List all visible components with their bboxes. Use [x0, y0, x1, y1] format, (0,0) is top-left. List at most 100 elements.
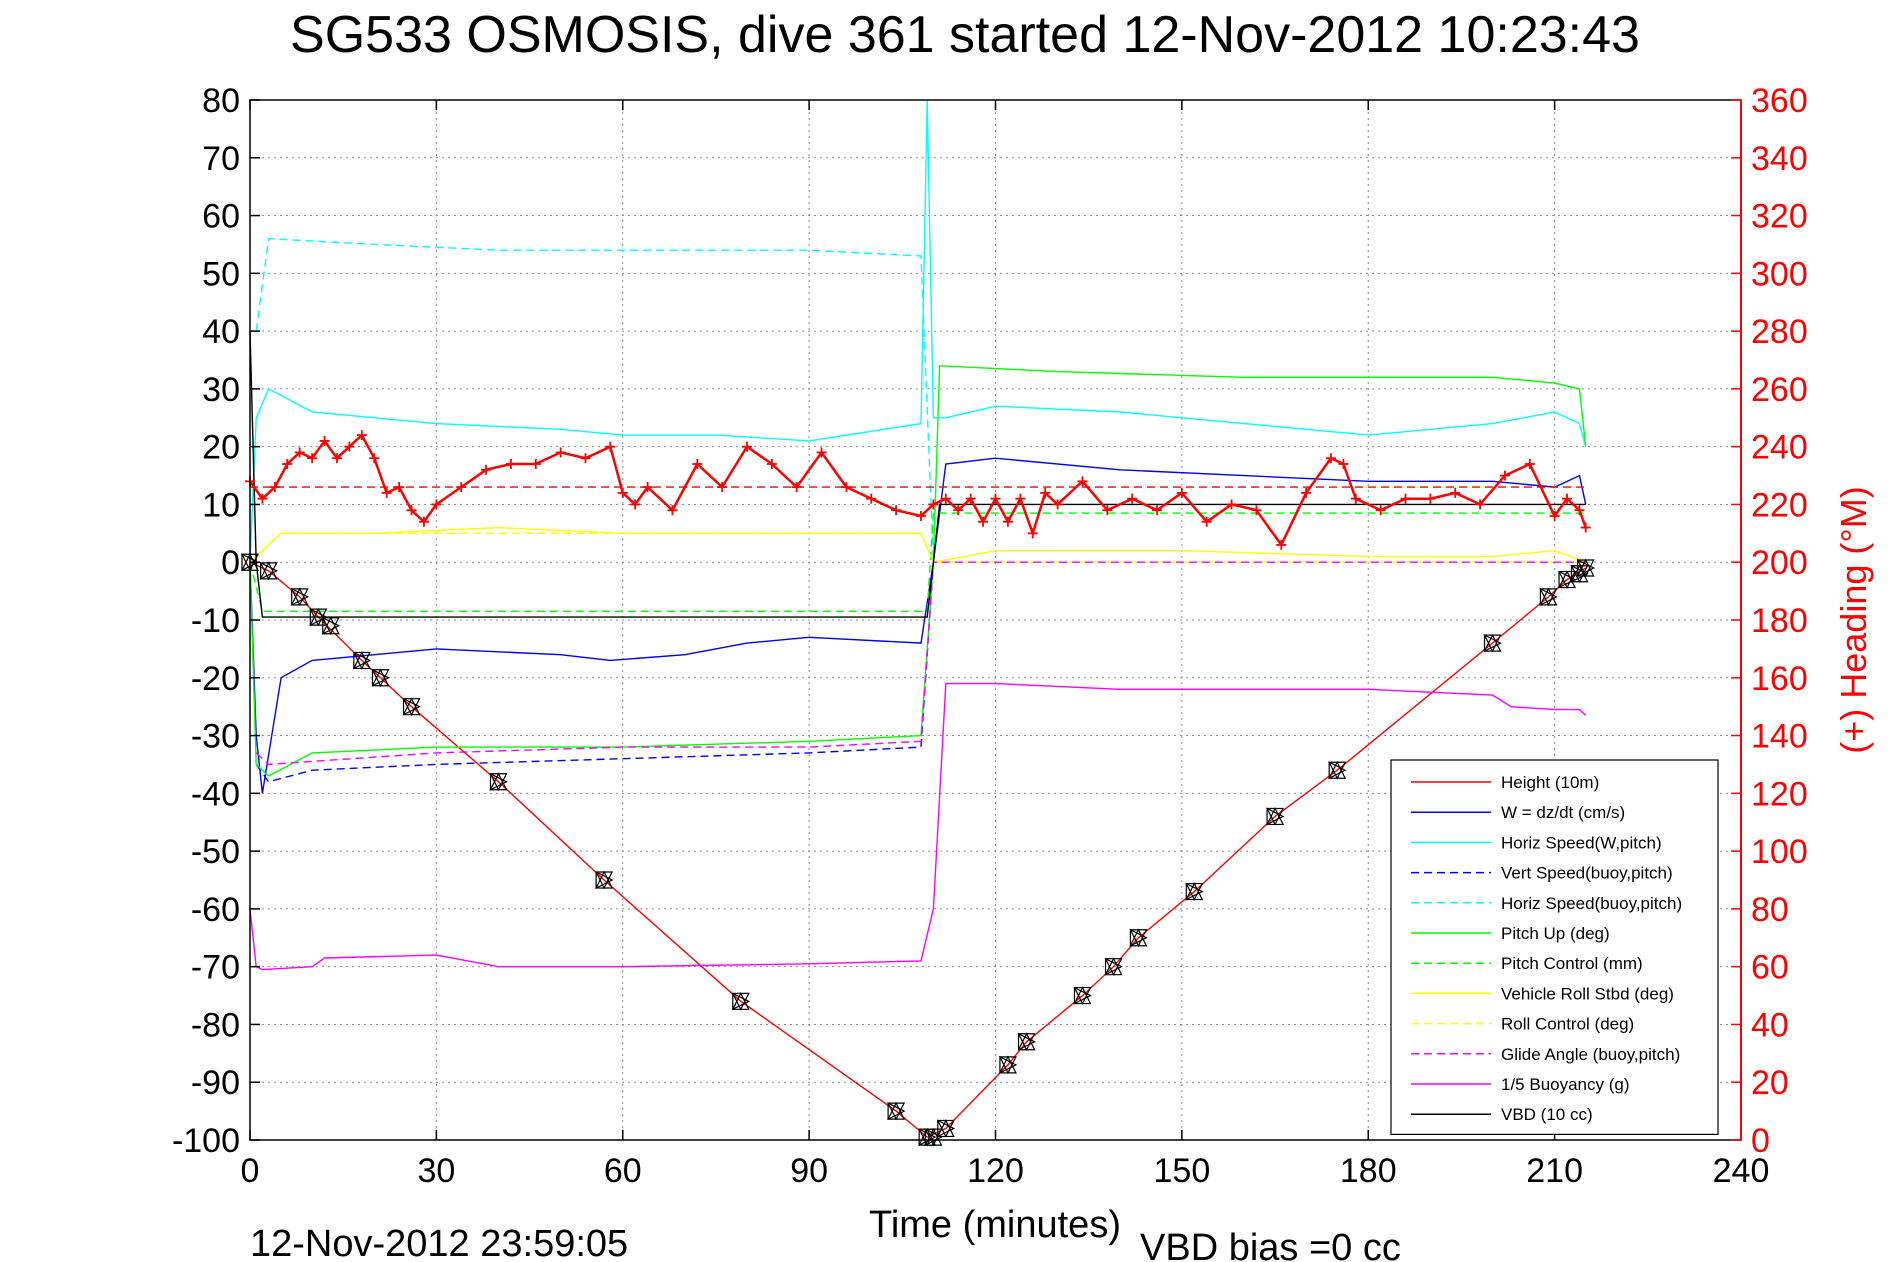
height-marker: [1483, 633, 1502, 653]
legend-label: Pitch Up (deg): [1501, 924, 1610, 943]
heading-point: [1375, 505, 1386, 516]
legend-entry: Pitch Control (mm): [1411, 954, 1643, 973]
y2-axis-label: (+) Heading (°M): [1833, 486, 1874, 753]
y-tick-label: -80: [191, 1006, 240, 1044]
heading-point: [990, 493, 1001, 504]
heading-point: [692, 459, 703, 469]
heading-point: [505, 459, 516, 469]
height-marker: [489, 772, 508, 792]
heading-point: [1077, 476, 1088, 487]
heading-point: [965, 493, 976, 504]
legend-entry: Vert Speed(buoy,pitch): [1411, 864, 1673, 883]
y2-tick-label: 340: [1751, 140, 1808, 178]
y-tick-label: -100: [172, 1122, 240, 1160]
heading-point: [1400, 493, 1411, 504]
y-tick-label: 40: [202, 313, 240, 351]
y2-tick-label: 40: [1751, 1006, 1789, 1044]
heading-point: [1325, 453, 1336, 464]
y2-tick-label: 280: [1751, 313, 1808, 351]
y-tick-label: 0: [221, 544, 240, 582]
height-marker: [1539, 587, 1558, 607]
height-marker: [402, 697, 421, 717]
heading-point: [381, 487, 392, 498]
heading-point: [841, 482, 852, 493]
heading-point: [1580, 522, 1591, 533]
y-tick-label: -90: [191, 1064, 240, 1102]
heading-line: [248, 433, 1587, 548]
y-tick-label: -40: [191, 775, 240, 813]
x-tick-label: 240: [1713, 1152, 1770, 1190]
heading-point: [667, 505, 678, 516]
x-tick-label: 30: [417, 1152, 455, 1190]
height-marker: [731, 991, 751, 1011]
legend-entry: Horiz Speed(W,pitch): [1411, 833, 1662, 852]
y-tick-label: 50: [202, 255, 240, 293]
y-tick-label: 30: [202, 371, 240, 409]
y-axis-left: 80 70 60 50 40 30 20 10 0 -10 -20 -30 -40 -50 -60 -70 -8…: [172, 82, 260, 1160]
heading-point: [630, 499, 641, 510]
legend-label: VBD (10 cc): [1501, 1105, 1593, 1124]
heading-point: [1102, 505, 1113, 516]
legend-entry: 1/5 Buoyancy (g): [1411, 1075, 1630, 1094]
heading-point: [791, 482, 802, 493]
heading-point: [1015, 493, 1026, 504]
x-axis: 0 30 60 90 120 150 180 210 240: [241, 100, 1770, 1190]
heading-point: [617, 487, 628, 498]
legend-box: [1390, 759, 1719, 1135]
series-line-glide-angle-buoy-pitch-: [255, 561, 1586, 766]
heading-point: [269, 482, 280, 493]
y-tick-label: 20: [202, 429, 240, 467]
legend-entry: Height (10m): [1411, 773, 1599, 792]
x-tick-label: 60: [604, 1152, 642, 1190]
heading-point: [891, 505, 902, 516]
legend-label: Vert Speed(buoy,pitch): [1501, 864, 1673, 883]
heading-point: [742, 441, 752, 452]
heading-point: [1176, 487, 1187, 498]
legend-entry: VBD (10 cc): [1411, 1105, 1593, 1124]
heading-point: [1499, 470, 1510, 481]
y-tick-label: 10: [202, 486, 240, 524]
y2-tick-label: 80: [1751, 891, 1789, 929]
heading-point: [953, 505, 964, 516]
y-tick-label: 80: [202, 82, 240, 120]
heading-point: [766, 459, 777, 469]
legend-label: Horiz Speed(W,pitch): [1501, 833, 1662, 852]
y2-tick-label: 260: [1751, 371, 1808, 409]
heading-point: [866, 493, 877, 504]
y2-tick-label: 0: [1751, 1122, 1770, 1160]
heading-point: [530, 459, 541, 469]
height-marker: [1328, 760, 1347, 780]
y2-tick-label: 180: [1751, 602, 1808, 640]
heading-point: [431, 499, 442, 510]
legend-entry: Roll Control (deg): [1411, 1015, 1634, 1034]
heading-point: [1002, 516, 1013, 527]
height-marker: [998, 1055, 1018, 1075]
heading-point: [369, 453, 380, 464]
y-tick-label: 70: [202, 140, 240, 178]
x-tick-label: 0: [241, 1152, 260, 1190]
legend-entry: Glide Angle (buoy,pitch): [1411, 1045, 1680, 1064]
heading-point: [717, 482, 728, 493]
legend-entry: W = dz/dt (cm/s): [1411, 803, 1625, 822]
x-tick-label: 120: [967, 1152, 1024, 1190]
height-marker: [1017, 1032, 1036, 1052]
heading-point: [331, 453, 342, 464]
y2-tick-label: 200: [1751, 544, 1808, 582]
heading-point: [1549, 511, 1560, 521]
height-marker: [259, 561, 278, 581]
height-marker: [1129, 928, 1148, 948]
heading-point: [456, 482, 467, 493]
height-marker: [290, 587, 310, 607]
height-marker: [321, 616, 341, 636]
heading-point: [1574, 505, 1585, 516]
heading-point: [418, 516, 429, 527]
y2-tick-label: 160: [1751, 660, 1808, 698]
legend-label: 1/5 Buoyancy (g): [1501, 1075, 1630, 1094]
heading-point: [1027, 528, 1038, 539]
y2-tick-label: 120: [1751, 775, 1808, 813]
chart-title: SG533 OSMOSIS, dive 361 started 12-Nov-2…: [290, 6, 1640, 64]
x-tick-label: 210: [1526, 1152, 1583, 1190]
heading-point: [1524, 459, 1535, 469]
height-marker: [595, 870, 614, 890]
